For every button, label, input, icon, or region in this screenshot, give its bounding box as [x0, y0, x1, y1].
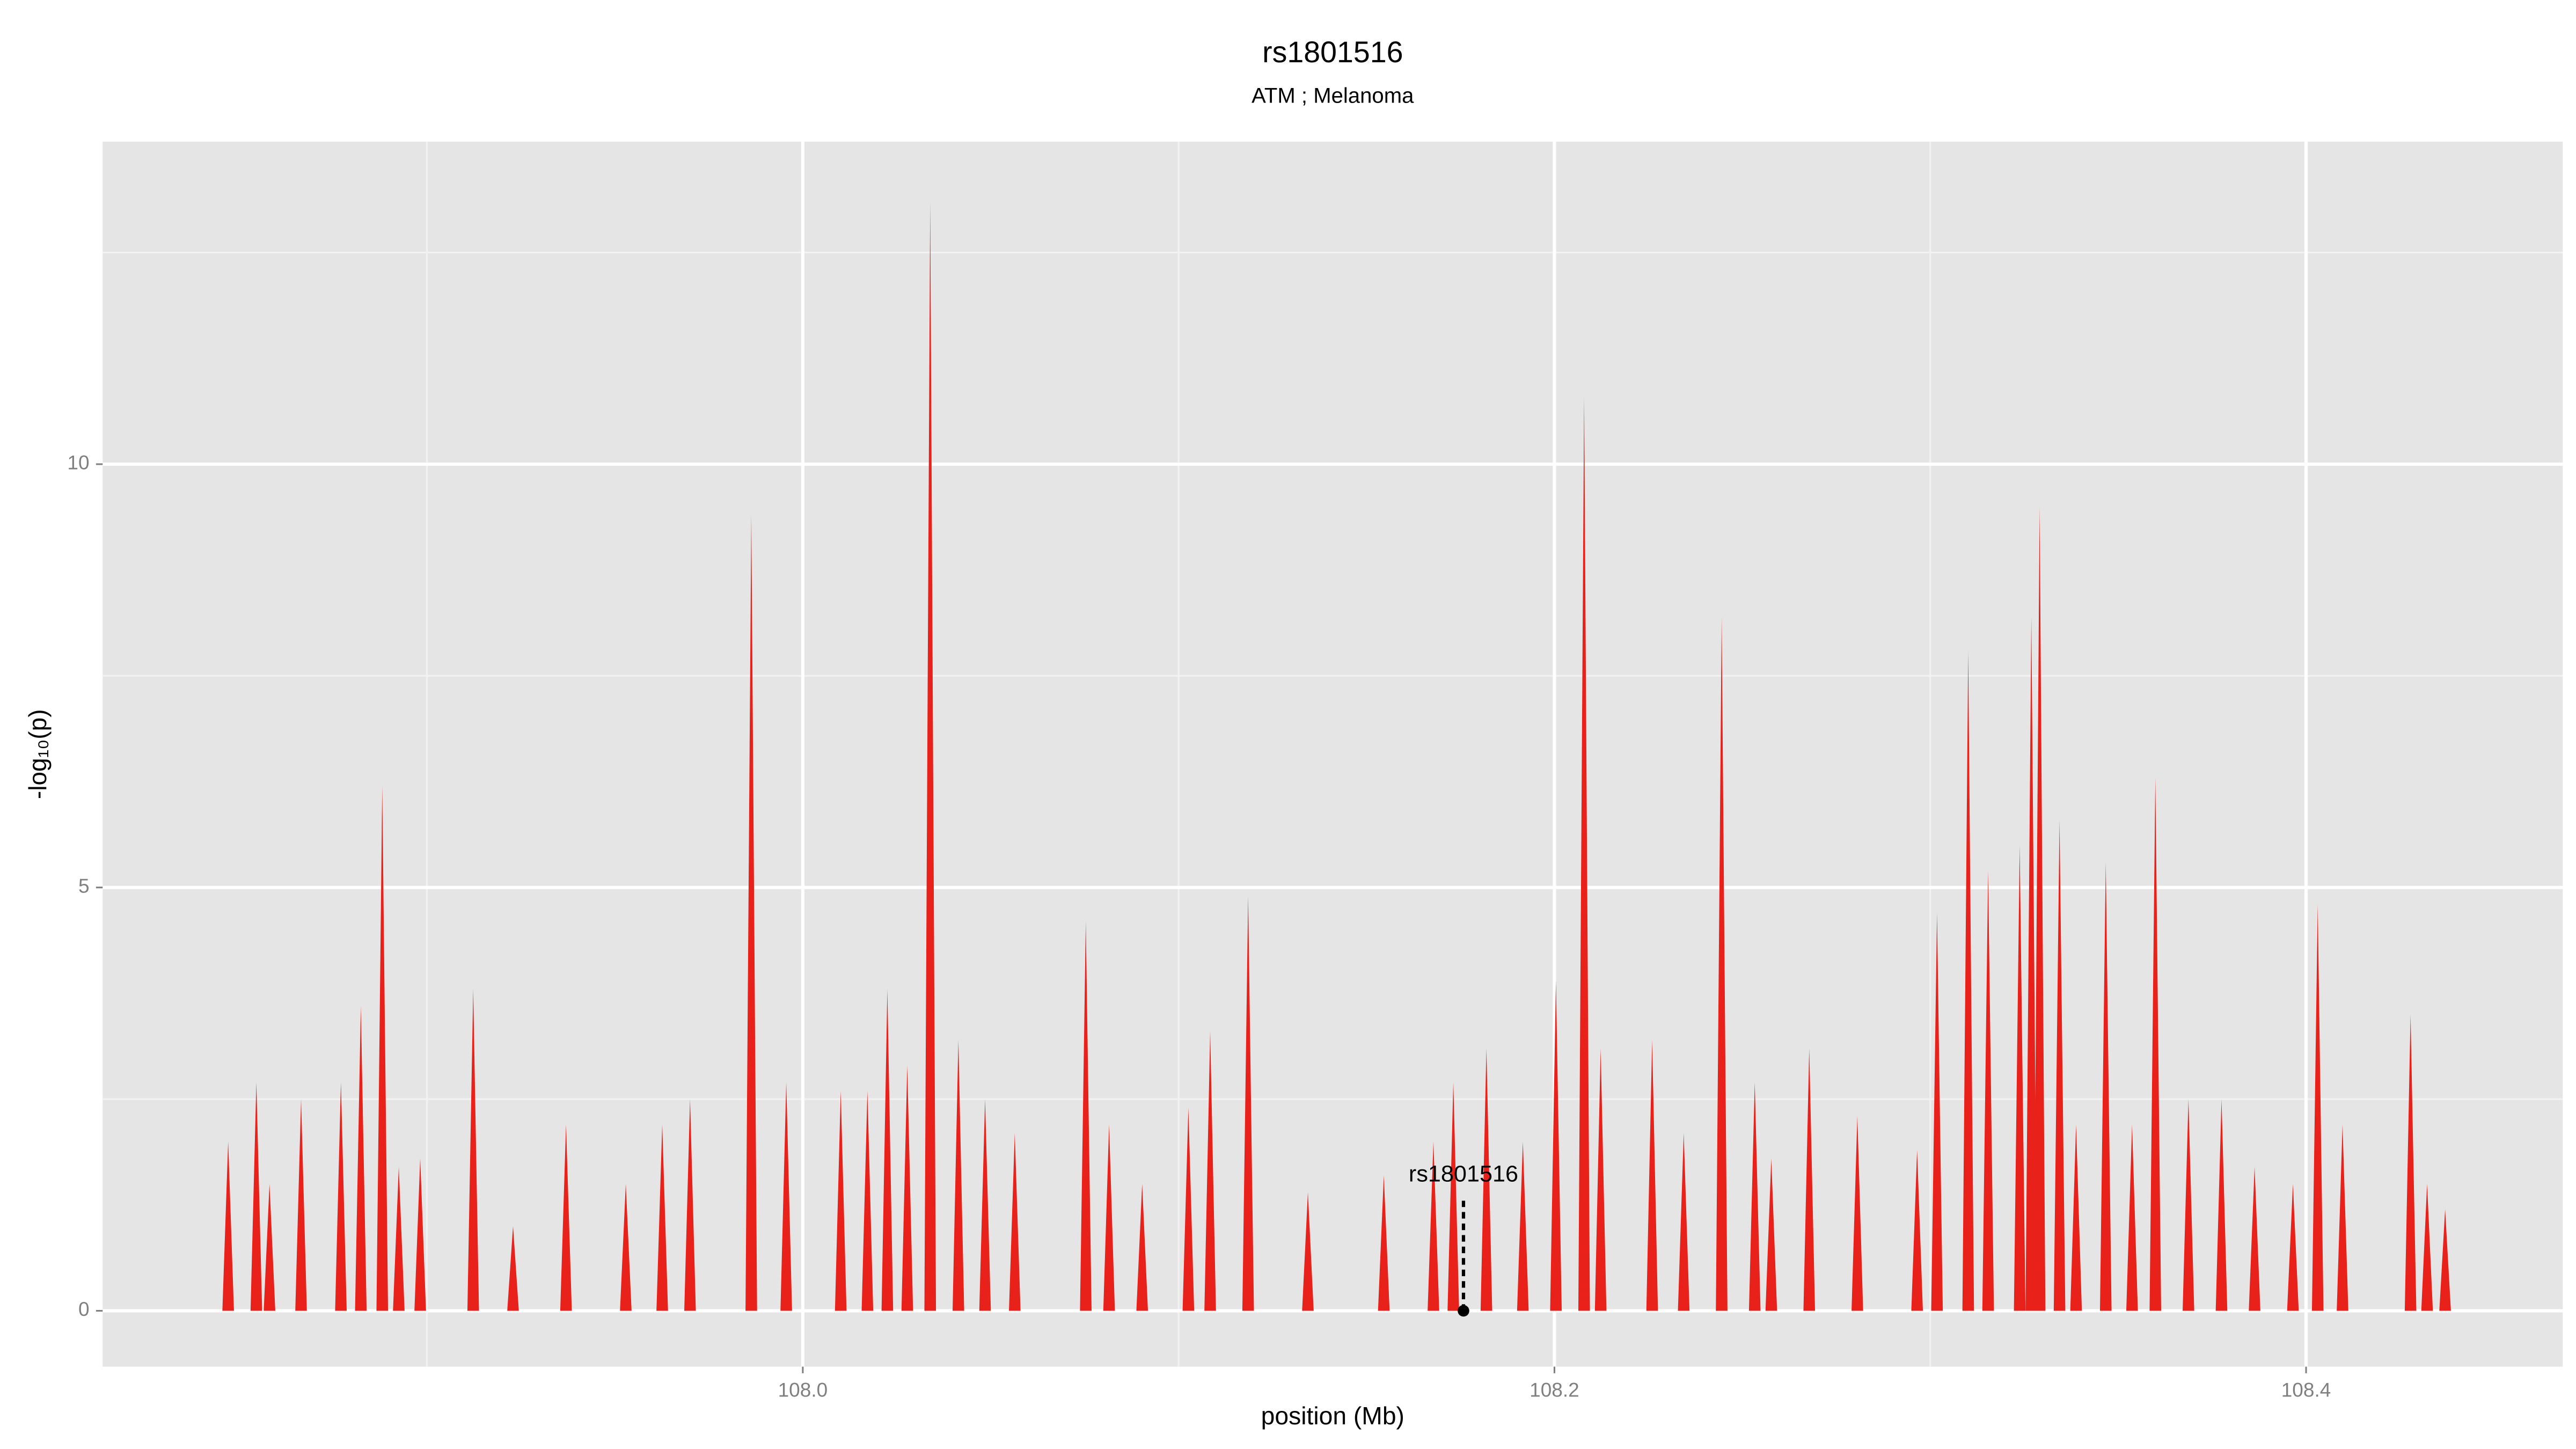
spike — [1911, 1150, 1923, 1311]
spike — [2337, 1124, 2348, 1311]
spike — [1302, 1192, 1314, 1311]
spike — [1765, 1158, 1777, 1311]
spike — [1962, 650, 1974, 1311]
spike — [2249, 1167, 2260, 1311]
spike — [1080, 921, 1092, 1311]
spike — [393, 1167, 405, 1311]
spike — [2099, 862, 2112, 1311]
chart-subtitle: ATM ; Melanoma — [1252, 84, 1414, 108]
x-tick-label: 108.4 — [2281, 1379, 2331, 1401]
spike — [745, 515, 757, 1311]
spike — [780, 1082, 792, 1311]
spike — [264, 1183, 275, 1311]
annotation-point — [1458, 1305, 1469, 1317]
spike — [1378, 1175, 1390, 1311]
spike — [355, 1006, 367, 1311]
spike — [2014, 845, 2026, 1311]
marks — [222, 201, 2451, 1311]
spike — [1982, 870, 1994, 1311]
spike — [250, 1082, 262, 1311]
y-tick-label: 10 — [67, 452, 89, 474]
spike — [2126, 1124, 2138, 1311]
spike — [335, 1082, 347, 1311]
spike — [1578, 396, 1590, 1311]
spike — [1931, 913, 1943, 1311]
spike — [1204, 1031, 1216, 1311]
spike — [2215, 1099, 2228, 1311]
spike — [1182, 1107, 1195, 1311]
spike — [2053, 819, 2066, 1311]
spike — [2439, 1209, 2451, 1311]
spike — [2287, 1183, 2299, 1311]
spike — [376, 786, 389, 1311]
spike — [979, 1099, 991, 1311]
spike — [2149, 777, 2162, 1311]
spike — [1103, 1124, 1115, 1311]
spike — [2311, 904, 2324, 1311]
spike — [222, 1141, 234, 1311]
spike — [684, 1099, 696, 1311]
x-tick-label: 108.2 — [1529, 1379, 1579, 1401]
spike — [1009, 1133, 1021, 1311]
spike — [1748, 1082, 1761, 1311]
spike — [2070, 1124, 2082, 1311]
spike — [901, 1065, 913, 1311]
x-axis-label: position (Mb) — [1261, 1402, 1404, 1430]
spike — [1517, 1141, 1529, 1311]
spike — [2421, 1183, 2433, 1311]
spike — [861, 1091, 874, 1311]
spike — [881, 989, 894, 1311]
spike — [656, 1124, 668, 1311]
spike — [1242, 896, 1254, 1311]
y-axis-label: -log₁₀(p) — [24, 709, 52, 799]
spike — [620, 1183, 632, 1311]
spike — [924, 201, 936, 1311]
y-tick-label: 0 — [78, 1298, 90, 1320]
spike — [2183, 1099, 2194, 1311]
spike — [1851, 1116, 1863, 1311]
spike — [2025, 616, 2037, 1311]
y-tick-label: 5 — [78, 875, 90, 897]
spike — [1136, 1183, 1148, 1311]
chart-title: rs1801516 — [1262, 35, 1403, 69]
spike — [1716, 616, 1728, 1311]
spike — [1594, 1048, 1607, 1311]
spike — [1550, 980, 1562, 1311]
spike — [467, 989, 479, 1311]
spike — [1428, 1141, 1439, 1311]
spike — [835, 1091, 847, 1311]
spike — [507, 1226, 519, 1311]
spike — [295, 1099, 307, 1311]
spike — [1447, 1082, 1459, 1311]
spike — [1678, 1133, 1690, 1311]
spike — [2033, 506, 2046, 1311]
spike — [414, 1158, 426, 1311]
spike — [560, 1124, 572, 1311]
spike — [2404, 1014, 2417, 1311]
annotation-label: rs1801516 — [1409, 1161, 1518, 1187]
x-tick-label: 108.0 — [778, 1379, 828, 1401]
spike — [1646, 1040, 1658, 1311]
spike — [1480, 1048, 1492, 1311]
spike — [953, 1040, 964, 1311]
spike — [1803, 1048, 1816, 1311]
